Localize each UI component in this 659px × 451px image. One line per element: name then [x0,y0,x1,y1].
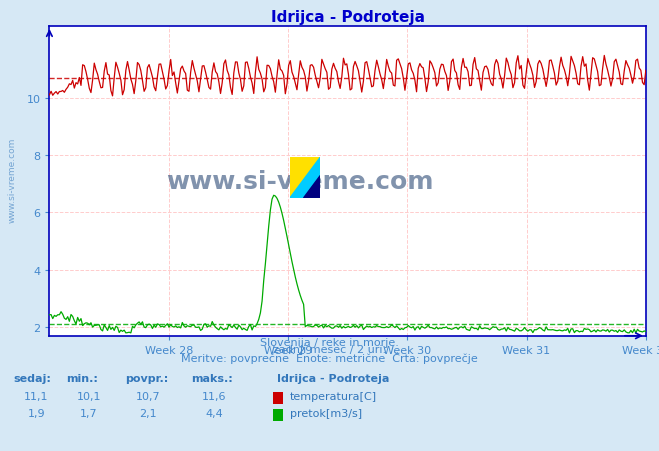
Text: 10,1: 10,1 [76,391,101,401]
Text: Meritve: povprečne  Enote: metrične  Črta: povprečje: Meritve: povprečne Enote: metrične Črta:… [181,351,478,363]
Text: maks.:: maks.: [191,373,233,383]
Text: 1,9: 1,9 [28,408,45,418]
Text: povpr.:: povpr.: [125,373,169,383]
Text: temperatura[C]: temperatura[C] [290,391,377,401]
Text: zadnji mesec / 2 uri.: zadnji mesec / 2 uri. [273,345,386,354]
Text: min.:: min.: [66,373,98,383]
Text: 2,1: 2,1 [140,408,157,418]
Text: pretok[m3/s]: pretok[m3/s] [290,408,362,418]
Text: 4,4: 4,4 [206,408,223,418]
Text: Slovenija / reke in morje.: Slovenija / reke in morje. [260,337,399,347]
Text: 10,7: 10,7 [136,391,161,401]
Polygon shape [290,158,320,198]
Text: sedaj:: sedaj: [13,373,51,383]
Text: 11,6: 11,6 [202,391,227,401]
Text: Idrijca - Podroteja: Idrijca - Podroteja [277,373,389,383]
Text: 1,7: 1,7 [80,408,98,418]
Title: Idrijca - Podroteja: Idrijca - Podroteja [271,9,424,24]
Text: www.si-vreme.com: www.si-vreme.com [8,138,17,223]
Text: 11,1: 11,1 [24,391,49,401]
Polygon shape [304,176,320,198]
Text: www.si-vreme.com: www.si-vreme.com [166,170,434,193]
Polygon shape [290,158,320,198]
